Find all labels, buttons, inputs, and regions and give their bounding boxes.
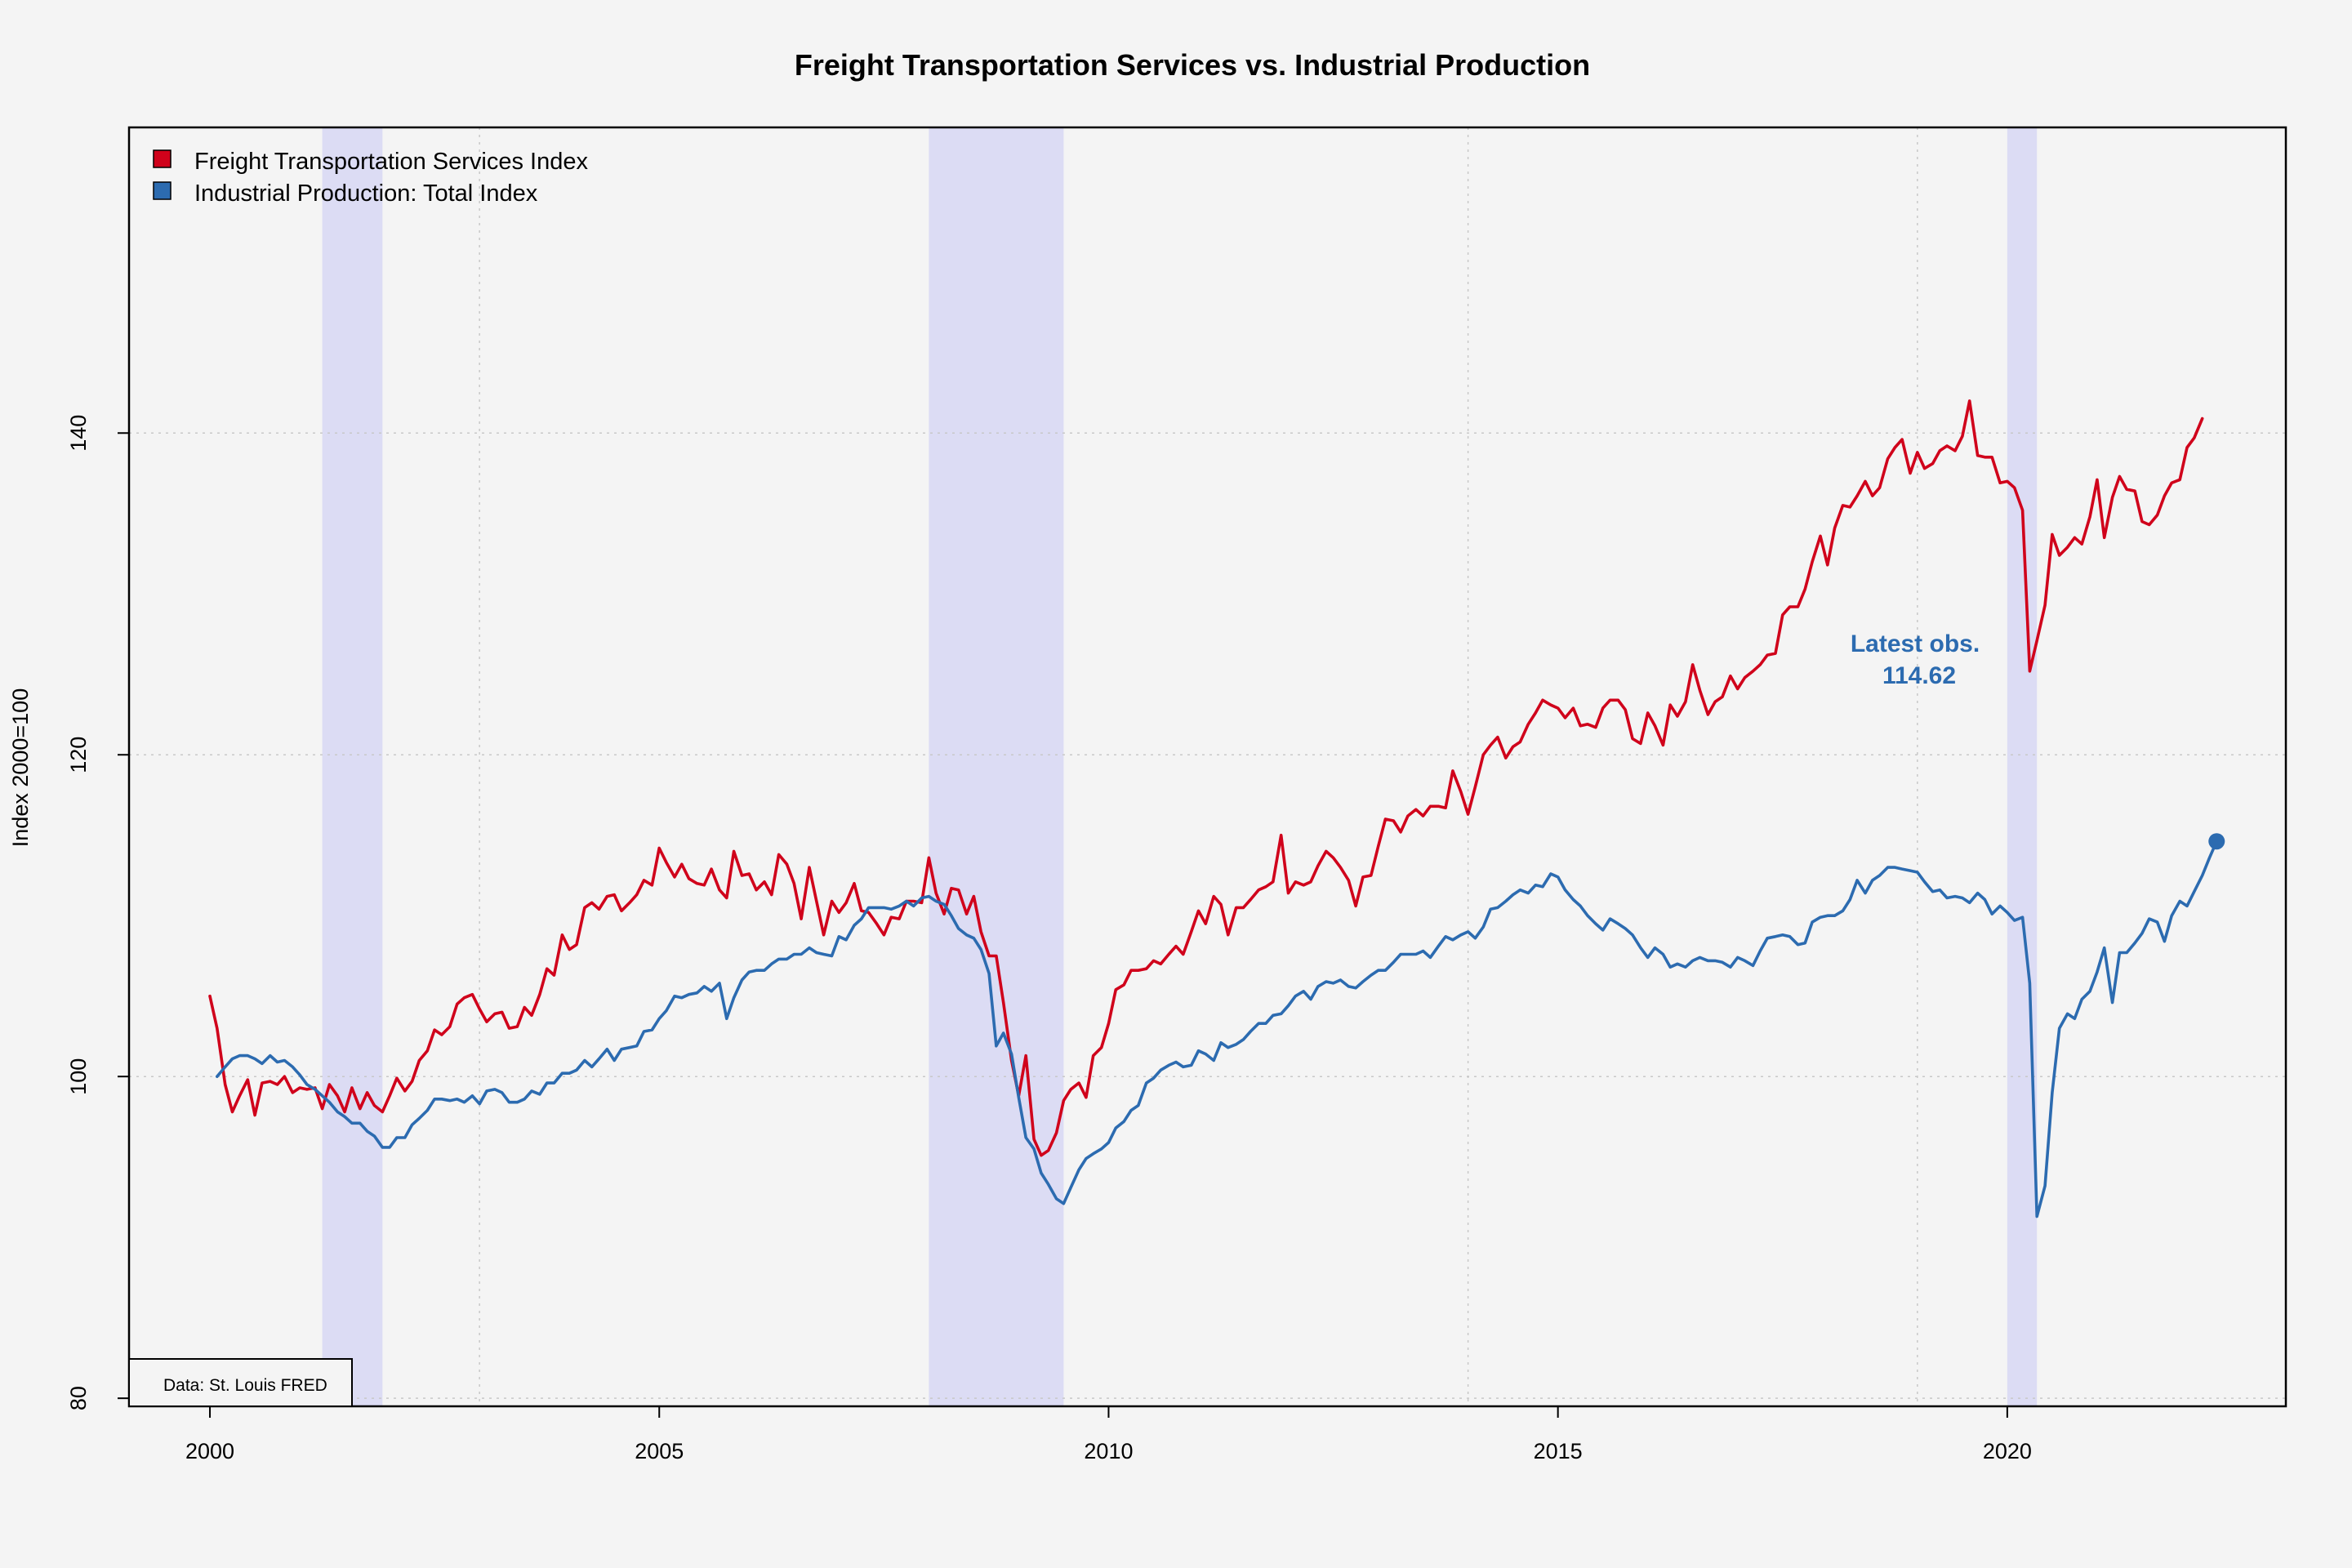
y-tick-label: 80 [66,1386,91,1410]
y-tick-label: 140 [66,415,91,452]
legend-swatch-industrial [153,181,172,200]
axes: 2000 2005 2010 2015 2020 80 100 120 140 [66,415,2032,1463]
x-tick-label: 2010 [1084,1439,1133,1463]
legend: Freight Transportation Services Index In… [153,149,588,207]
annotation-line-2: 114.62 [1882,662,1956,689]
source-box [128,1358,353,1407]
y-tick-label: 120 [66,737,91,773]
recession-band-3 [2007,127,2038,1406]
y-axis-label: Index 2000=100 [8,688,33,847]
x-tick-label: 2020 [1983,1439,2032,1463]
grid [129,127,2286,1406]
recession-band-2 [929,127,1064,1406]
source-note: Data: St. Louis FRED [128,1358,353,1407]
legend-swatch-freight [153,149,172,168]
latest-observation-point [2208,833,2225,850]
recession-shading [322,127,2038,1406]
y-tick-label: 100 [66,1058,91,1095]
series-line-2 [216,840,2219,1218]
series-line-1 [208,399,2204,1157]
source-text: Data: St. Louis FRED [163,1376,327,1395]
x-tick-label: 2005 [635,1439,684,1463]
series-lines [208,399,2225,1218]
annotation-line-1: Latest obs. [1851,630,1980,657]
legend-label-industrial: Industrial Production: Total Index [194,180,538,207]
recession-band-1 [322,127,383,1406]
x-tick-label: 2015 [1534,1439,1583,1463]
legend-label-freight: Freight Transportation Services Index [194,149,588,175]
latest-observation-annotation: Latest obs. 114.62 [1851,630,1980,689]
chart-title: Freight Transportation Services vs. Indu… [795,48,1590,82]
x-tick-label: 2000 [185,1439,234,1463]
